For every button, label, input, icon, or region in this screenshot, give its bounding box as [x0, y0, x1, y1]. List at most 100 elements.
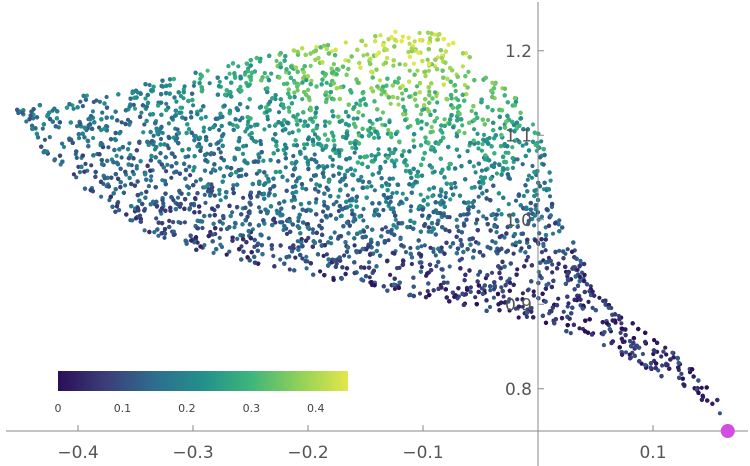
scatter-point	[378, 33, 383, 38]
scatter-point	[359, 174, 364, 179]
scatter-point	[384, 92, 389, 97]
scatter-point	[187, 164, 192, 169]
scatter-point	[24, 119, 29, 124]
scatter-point	[31, 116, 36, 121]
scatter-point	[200, 225, 205, 231]
scatter-point	[446, 42, 451, 47]
scatter-point	[238, 84, 243, 89]
scatter-point	[123, 183, 128, 188]
scatter-point	[400, 191, 405, 196]
scatter-point	[158, 136, 164, 142]
scatter-point	[419, 244, 424, 249]
scatter-point	[245, 126, 250, 131]
scatter-point	[296, 218, 301, 224]
scatter-point	[619, 321, 624, 326]
scatter-point	[391, 63, 396, 68]
scatter-point	[186, 191, 191, 197]
scatter-point	[506, 299, 511, 304]
scatter-point	[99, 194, 104, 199]
scatter-point	[167, 218, 172, 223]
scatter-point	[487, 304, 493, 310]
scatter-point	[476, 209, 481, 214]
scatter-point	[300, 256, 305, 261]
scatter-point	[42, 137, 48, 142]
scatter-point	[227, 71, 232, 76]
scatter-point	[100, 110, 105, 115]
scatter-point	[224, 252, 229, 257]
scatter-point	[454, 217, 459, 222]
scatter-point	[519, 246, 524, 251]
scatter-point	[245, 122, 250, 127]
scatter-point	[74, 175, 79, 180]
scatter-point	[557, 248, 562, 253]
scatter-point	[254, 171, 259, 176]
scatter-point	[314, 197, 319, 202]
scatter-point	[520, 304, 525, 309]
scatter-point	[352, 243, 357, 248]
scatter-point	[494, 171, 499, 176]
scatter-point	[453, 185, 458, 190]
scatter-point	[367, 260, 372, 265]
scatter-point	[597, 295, 602, 300]
scatter-point	[310, 227, 315, 232]
scatter-point	[601, 343, 607, 348]
scatter-point	[289, 198, 294, 203]
scatter-point	[74, 155, 79, 160]
scatter-point	[276, 110, 282, 115]
scatter-point	[372, 188, 377, 193]
scatter-point	[273, 96, 278, 102]
scatter-point	[427, 89, 432, 94]
scatter-point	[99, 128, 104, 133]
scatter-point	[409, 204, 414, 209]
scatter-point	[524, 258, 529, 263]
scatter-point	[419, 119, 424, 124]
scatter-point	[476, 146, 481, 151]
scatter-point	[460, 123, 465, 128]
scatter-point	[182, 84, 187, 89]
scatter-point	[520, 291, 526, 296]
scatter-point	[318, 239, 323, 244]
scatter-point	[245, 105, 250, 110]
scatter-point	[191, 168, 196, 173]
scatter-point	[132, 106, 138, 111]
scatter-point	[468, 285, 473, 290]
scatter-point	[287, 131, 292, 136]
scatter-point	[492, 161, 497, 166]
scatter-point	[407, 68, 412, 73]
scatter-point	[462, 130, 467, 136]
scatter-point	[40, 126, 45, 131]
scatter-point	[343, 40, 348, 45]
scatter-point	[160, 130, 165, 136]
scatter-point	[106, 145, 111, 150]
scatter-point	[432, 108, 437, 113]
scatter-point	[193, 179, 199, 184]
scatter-point	[457, 258, 462, 263]
scatter-point	[434, 93, 439, 99]
scatter-point	[473, 295, 478, 300]
scatter-point	[383, 199, 389, 204]
scatter-point	[506, 150, 511, 155]
scatter-point	[295, 112, 300, 117]
scatter-point	[510, 145, 515, 150]
scatter-point	[432, 64, 437, 69]
scatter-point	[328, 154, 333, 160]
scatter-point	[285, 178, 290, 183]
scatter-point	[493, 216, 498, 222]
scatter-point	[418, 112, 424, 117]
scatter-point	[516, 315, 521, 320]
scatter-point	[434, 116, 440, 121]
scatter-point	[148, 178, 153, 183]
scatter-point	[400, 34, 405, 39]
scatter-point	[316, 189, 321, 194]
scatter-point	[531, 289, 536, 294]
scatter-point	[350, 208, 355, 213]
scatter-point	[417, 30, 422, 36]
scatter-point	[556, 222, 561, 227]
scatter-point	[396, 102, 401, 107]
scatter-point	[304, 254, 309, 259]
scatter-point	[97, 99, 102, 104]
scatter-point	[107, 198, 112, 203]
scatter-point	[164, 101, 169, 106]
scatter-point	[445, 280, 450, 285]
